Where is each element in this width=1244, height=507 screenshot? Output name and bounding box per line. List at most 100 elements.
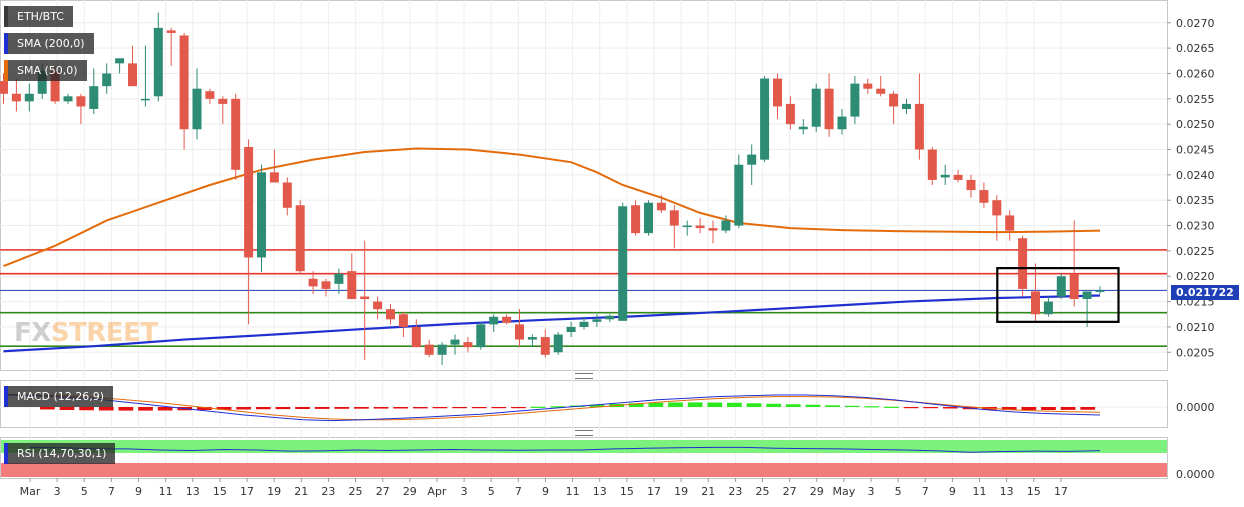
macd-histogram-bar [530, 406, 546, 408]
fxstreet-watermark-logo: FXSTREET [14, 318, 158, 348]
x-tick-label: 29 [403, 485, 417, 498]
macd-histogram-bar [354, 407, 369, 409]
macd-line [7, 394, 1101, 422]
x-tick-label: 9 [542, 485, 549, 498]
candle-body [1056, 276, 1066, 297]
candle-body [50, 70, 60, 102]
y-tick-label: 0.0220 [1176, 270, 1215, 283]
x-tick-label: 23 [321, 485, 335, 498]
y-tick-label: 0.0205 [1176, 346, 1215, 359]
macd-histogram-bar [825, 405, 840, 407]
candle-body [785, 103, 795, 125]
candle-body [966, 179, 976, 191]
x-tick-label: 17 [1054, 485, 1068, 498]
candle-body [734, 164, 744, 226]
macd-histogram-bar [844, 405, 860, 407]
rsi-pane-resize-handle[interactable] [575, 430, 593, 436]
y-tick-label: 0.0245 [1176, 144, 1215, 157]
x-tick-label: 17 [647, 485, 661, 498]
x-tick-label: 5 [81, 485, 88, 498]
x-tick-label: 7 [108, 485, 115, 498]
candle-body [656, 202, 666, 211]
candle-body [398, 314, 408, 327]
legend-sma50[interactable]: SMA (50,0) [4, 60, 87, 81]
candle-body [953, 174, 963, 180]
candle-body [257, 172, 266, 258]
candle-body [282, 182, 292, 208]
candle-body [347, 271, 357, 300]
macd-histogram-bar [884, 406, 899, 408]
legend-sma50-label: SMA (50,0) [17, 64, 78, 77]
candle-body [540, 337, 550, 355]
candle-body [89, 86, 99, 109]
candle-body [102, 73, 112, 87]
macd-y-tick-label: 0.0000 [1176, 401, 1215, 414]
candle-body [411, 326, 421, 348]
x-tick-label: 13 [186, 485, 200, 498]
candle-body [37, 70, 47, 94]
last-price-tag: 0.021722 [1171, 285, 1239, 300]
x-tick-label: 19 [267, 485, 281, 498]
legend-sma200[interactable]: SMA (200,0) [4, 33, 94, 54]
candle-body [579, 321, 589, 327]
x-tick-label: 15 [213, 485, 227, 498]
x-tick-label: 7 [922, 485, 929, 498]
macd-histogram-bar [628, 403, 644, 407]
macd-histogram-bar [589, 404, 605, 407]
x-tick-label: 21 [701, 485, 715, 498]
legend-pair-label: ETH/BTC [17, 10, 64, 23]
macd-histogram-bar [393, 407, 409, 409]
candle-body [11, 93, 21, 102]
macd-histogram-bar [255, 407, 271, 410]
x-tick-label: 3 [868, 485, 875, 498]
candle-body [889, 93, 899, 107]
legend-macd[interactable]: MACD (12,26,9) [4, 386, 114, 407]
legend-pair-swatch [4, 6, 8, 27]
y-tick-label: 0.0265 [1176, 42, 1215, 55]
candle-body [876, 88, 886, 94]
rsi-overbought-zone [1, 440, 1167, 453]
y-tick-label: 0.0240 [1176, 169, 1215, 182]
legend-pair[interactable]: ETH/BTC [4, 6, 73, 27]
macd-histogram-bar [550, 406, 566, 408]
candle-body [0, 81, 8, 94]
candle-body [721, 220, 731, 231]
macd-histogram-bar [412, 407, 428, 409]
rsi-pane-frame [0, 437, 1168, 479]
macd-histogram-bar [216, 407, 232, 410]
y-tick-label: 0.0270 [1176, 17, 1215, 30]
candle-body [979, 190, 989, 203]
y-tick-label: 0.0225 [1176, 245, 1215, 258]
x-tick-label: 7 [515, 485, 522, 498]
y-tick-label: 0.0255 [1176, 93, 1215, 106]
candle-body [476, 324, 486, 348]
rsi-oversold-zone [1, 463, 1167, 477]
macd-histogram-bar [118, 407, 134, 411]
candle-body [773, 78, 782, 107]
legend-rsi[interactable]: RSI (14,70,30,1) [4, 443, 116, 464]
macd-histogram-bar [942, 407, 958, 409]
macd-histogram-bar [138, 407, 153, 411]
x-tick-label: 3 [461, 485, 468, 498]
x-tick-label: 11 [159, 485, 173, 498]
x-tick-label: 5 [895, 485, 902, 498]
candle-body [295, 205, 305, 272]
macd-pane-frame [0, 380, 1168, 428]
candle-body [1031, 291, 1040, 315]
macd-pane-resize-handle[interactable] [575, 373, 593, 379]
candle-body [76, 96, 86, 107]
candle-body [166, 30, 176, 33]
y-tick-label: 0.0230 [1176, 220, 1215, 233]
macd-histogram-bar [40, 407, 55, 410]
candle-body [824, 88, 834, 130]
macd-histogram-bar [805, 404, 821, 407]
candle-body [1095, 290, 1105, 292]
candle-body [321, 281, 331, 289]
candle-body [437, 344, 447, 355]
candle-body [992, 200, 1002, 216]
macd-histogram-bar [98, 407, 114, 411]
consolidation-highlight-box [996, 267, 1120, 323]
candle-body [708, 228, 718, 231]
candle-body [940, 174, 950, 178]
